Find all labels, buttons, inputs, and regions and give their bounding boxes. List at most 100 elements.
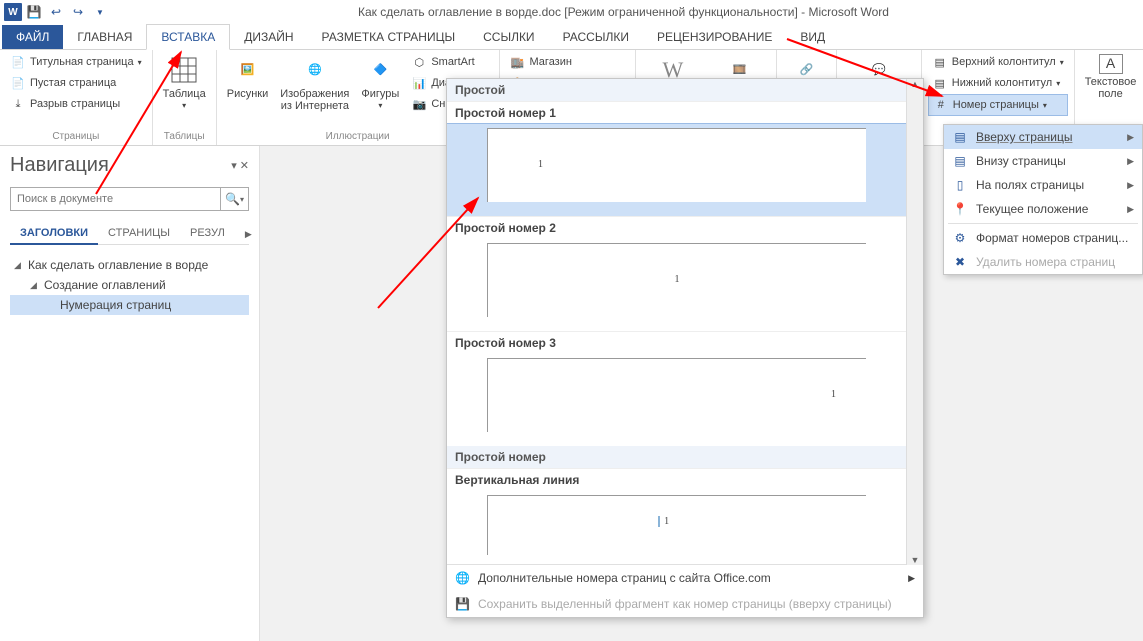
gallery-item-1-title: Простой номер 1 <box>447 101 906 124</box>
scroll-up-icon[interactable]: ▲ <box>911 79 920 89</box>
gallery-save-selection: 💾 Сохранить выделенный фрагмент как номер… <box>447 591 923 617</box>
page-number-gallery: Простой Простой номер 1 1 Простой номер … <box>446 78 924 618</box>
menu-remove-page-numbers[interactable]: ✖Удалить номера страниц <box>944 250 1142 274</box>
table-button[interactable]: Таблица▾ <box>159 52 210 113</box>
tree-node-1[interactable]: ◢Как сделать оглавление в ворде <box>10 255 249 275</box>
submenu-arrow-icon: ▶ <box>1127 204 1134 215</box>
nav-search-button[interactable]: 🔍 ▾ <box>220 188 248 210</box>
page-number-menu: ▤Вверху страницы▶ ▤Внизу страницы▶ ▯На п… <box>943 124 1143 275</box>
smartart-button[interactable]: ⬡SmartArt <box>407 52 492 72</box>
online-pictures-button[interactable]: 🌐Изображения из Интернета <box>276 52 353 114</box>
blank-page-icon: 📄 <box>10 75 26 91</box>
group-tables: Таблица▾ Таблицы <box>153 50 217 145</box>
menu-bottom-of-page[interactable]: ▤Внизу страницы▶ <box>944 149 1142 173</box>
tab-design[interactable]: ДИЗАЙН <box>230 25 307 49</box>
scroll-down-icon[interactable]: ▼ <box>911 555 920 565</box>
menu-page-margins[interactable]: ▯На полях страницы▶ <box>944 173 1142 197</box>
blank-page-label: Пустая страница <box>30 77 116 89</box>
gallery-footer: 🌐 Дополнительные номера страниц с сайта O… <box>447 564 923 617</box>
group-pages: 📄Титульная страница ▾ 📄 Пустая страница ⤓… <box>0 50 153 145</box>
footer-label: Нижний колонтитул <box>952 77 1052 89</box>
format-icon: ⚙ <box>952 230 968 246</box>
menu-top-of-page[interactable]: ▤Вверху страницы▶ <box>944 125 1142 149</box>
page-break-button[interactable]: ⤓Разрыв страницы <box>6 94 146 114</box>
preview-num: 1 <box>831 389 836 400</box>
tab-review[interactable]: РЕЦЕНЗИРОВАНИЕ <box>643 25 786 49</box>
nav-tab-more[interactable]: ▶ <box>235 223 262 244</box>
tree-node-3[interactable]: Нумерация страниц <box>10 295 249 315</box>
save-selection-icon: 💾 <box>455 597 470 611</box>
gallery-item-3[interactable]: 1 <box>447 354 906 446</box>
search-icon: 🔍 <box>225 192 240 206</box>
gallery-item-4[interactable]: 1 <box>447 491 906 564</box>
shapes-button[interactable]: 🔷Фигуры▾ <box>357 52 403 113</box>
nav-tab-results[interactable]: РЕЗУЛ <box>180 223 235 244</box>
menu-current-position[interactable]: 📍 Текущее положение ▶ <box>944 197 1142 221</box>
window-title: Как сделать оглавление в ворде.doc [Режи… <box>108 5 1139 19</box>
nav-search-input[interactable] <box>11 188 220 210</box>
tab-file[interactable]: ФАЙЛ <box>2 25 63 49</box>
gallery-preview-3: 1 <box>487 358 866 432</box>
qat-dropdown-icon[interactable]: ▼ <box>92 4 108 20</box>
tab-insert[interactable]: ВСТАВКА <box>146 24 230 50</box>
tree-node-2[interactable]: ◢Создание оглавлений <box>10 275 249 295</box>
navigation-pane: Навигация▾ ✕ 🔍 ▾ ЗАГОЛОВКИ СТРАНИЦЫ РЕЗУ… <box>0 146 260 641</box>
page-number-icon: # <box>933 97 949 113</box>
gallery-scrollbar[interactable]: ▲▼ <box>906 79 923 565</box>
undo-icon[interactable]: ↩ <box>48 4 64 20</box>
menu-margins-label: На полях страницы <box>976 178 1084 192</box>
submenu-arrow-icon: ▶ <box>1127 180 1134 191</box>
store-label: Магазин <box>530 56 572 68</box>
nav-pin-close[interactable]: ▾ ✕ <box>231 159 249 172</box>
textbox-icon: A <box>1099 54 1123 74</box>
group-tables-label: Таблицы <box>159 129 210 145</box>
bottom-page-icon: ▤ <box>952 153 968 169</box>
gallery-save-label: Сохранить выделенный фрагмент как номер … <box>478 597 892 611</box>
gallery-item-1[interactable]: 1 <box>447 123 907 217</box>
pictures-icon: 🖼️ <box>231 54 263 86</box>
textbox-button[interactable]: AТекстовое поле <box>1081 52 1141 102</box>
gallery-more-label: Дополнительные номера страниц с сайта Of… <box>478 571 771 585</box>
redo-icon[interactable]: ↪ <box>70 4 86 20</box>
title-bar: W 💾 ↩ ↪ ▼ Как сделать оглавление в ворде… <box>0 0 1143 24</box>
gallery-preview-1: 1 <box>487 128 866 202</box>
gallery-item-2-title: Простой номер 2 <box>447 216 906 239</box>
menu-current-label: Текущее положение <box>976 202 1088 216</box>
ribbon-tabs: ФАЙЛ ГЛАВНАЯ ВСТАВКА ДИЗАЙН РАЗМЕТКА СТР… <box>0 24 1143 50</box>
save-icon[interactable]: 💾 <box>26 4 42 20</box>
tree-node-2-label: Создание оглавлений <box>44 278 166 292</box>
gallery-item-4-title: Вертикальная линия <box>447 468 906 491</box>
footer-button[interactable]: ▤Нижний колонтитул ▾ <box>928 73 1068 93</box>
blank-page-button[interactable]: 📄 Пустая страница <box>6 73 146 93</box>
cover-page-icon: 📄 <box>10 54 26 70</box>
tab-home[interactable]: ГЛАВНАЯ <box>63 25 146 49</box>
menu-format-page-numbers[interactable]: ⚙Формат номеров страниц... <box>944 226 1142 250</box>
top-page-icon: ▤ <box>952 129 968 145</box>
nav-tab-pages[interactable]: СТРАНИЦЫ <box>98 223 180 244</box>
gallery-more-office[interactable]: 🌐 Дополнительные номера страниц с сайта O… <box>447 565 923 591</box>
gallery-item-2[interactable]: 1 <box>447 239 906 331</box>
smartart-icon: ⬡ <box>411 54 427 70</box>
office-icon: 🌐 <box>455 571 470 585</box>
nav-tree: ◢Как сделать оглавление в ворде ◢Создани… <box>10 255 249 315</box>
nav-search: 🔍 ▾ <box>10 187 249 211</box>
page-number-button[interactable]: #Номер страницы ▾ <box>928 94 1068 116</box>
gallery-body: Простой Простой номер 1 1 Простой номер … <box>447 79 923 564</box>
store-icon: 🏬 <box>510 54 526 70</box>
group-pages-label: Страницы <box>6 129 146 145</box>
pictures-button[interactable]: 🖼️Рисунки <box>223 52 273 102</box>
tab-page-layout[interactable]: РАЗМЕТКА СТРАНИЦЫ <box>308 25 470 49</box>
tab-mailings[interactable]: РАССЫЛКИ <box>549 25 643 49</box>
tab-view[interactable]: ВИД <box>786 25 839 49</box>
menu-top-label: Вверху страницы <box>976 130 1072 144</box>
nav-tab-headings[interactable]: ЗАГОЛОВКИ <box>10 223 98 245</box>
current-pos-icon: 📍 <box>952 201 968 217</box>
cover-page-button[interactable]: 📄Титульная страница ▾ <box>6 52 146 72</box>
preview-num: 1 <box>675 274 680 285</box>
store-button[interactable]: 🏬 Магазин <box>506 52 629 72</box>
tree-node-1-label: Как сделать оглавление в ворде <box>28 258 208 272</box>
tab-references[interactable]: ССЫЛКИ <box>469 25 548 49</box>
menu-remove-label: Удалить номера страниц <box>976 255 1115 269</box>
header-button[interactable]: ▤Верхний колонтитул ▾ <box>928 52 1068 72</box>
table-label: Таблица <box>163 88 206 100</box>
